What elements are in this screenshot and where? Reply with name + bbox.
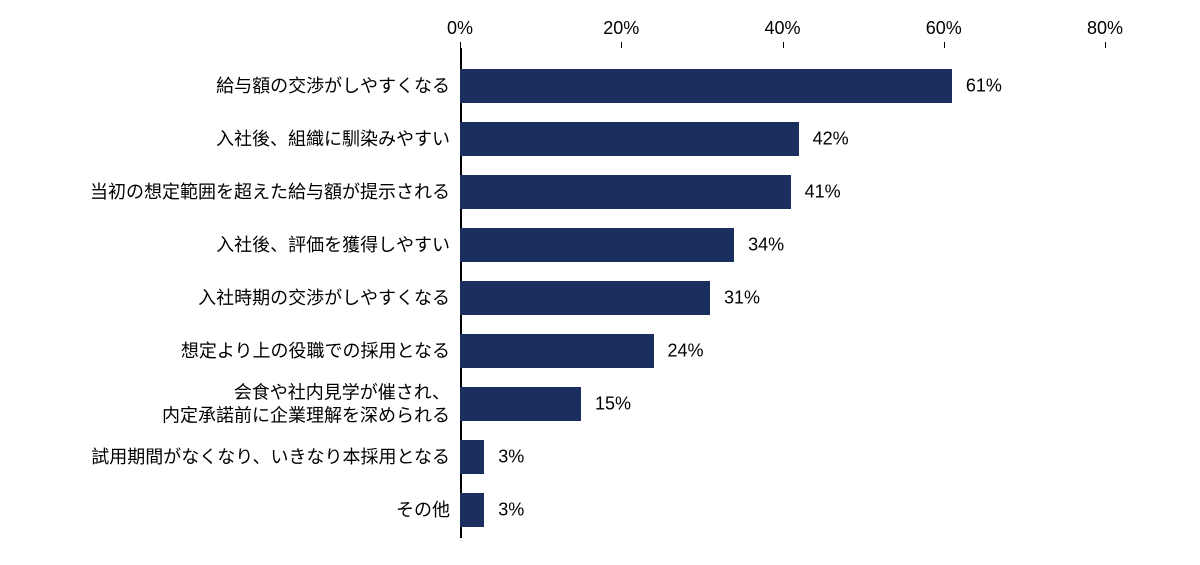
x-tick-mark: [944, 42, 945, 48]
category-label: 入社時期の交渉がしやすくなる: [10, 287, 460, 310]
bar: [460, 334, 654, 368]
x-tick-label: 20%: [603, 18, 639, 39]
bar: [460, 69, 952, 103]
x-tick-label: 80%: [1087, 18, 1123, 39]
bar: [460, 122, 799, 156]
value-label: 61%: [952, 76, 1002, 97]
value-label: 41%: [791, 182, 841, 203]
bar: [460, 281, 710, 315]
x-tick-mark: [783, 42, 784, 48]
x-tick-mark: [460, 42, 461, 48]
x-tick-mark: [621, 42, 622, 48]
value-label: 3%: [484, 500, 524, 521]
category-label: 試用期間がなくなり、いきなり本採用となる: [10, 446, 460, 469]
category-label: 想定より上の役職での採用となる: [10, 340, 460, 363]
bar: [460, 387, 581, 421]
value-label: 34%: [734, 235, 784, 256]
category-label: 当初の想定範囲を超えた給与額が提示される: [10, 181, 460, 204]
category-label: 会食や社内見学が催され、 内定承諾前に企業理解を深められる: [10, 382, 460, 427]
category-label: 給与額の交渉がしやすくなる: [10, 75, 460, 98]
bar: [460, 175, 791, 209]
x-tick-label: 0%: [447, 18, 473, 39]
x-tick-label: 40%: [764, 18, 800, 39]
value-label: 15%: [581, 394, 631, 415]
x-tick-label: 60%: [926, 18, 962, 39]
category-label: その他: [10, 499, 460, 522]
plot-area: 0%20%40%60%80% 給与額の交渉がしやすくなる61%入社後、組織に馴染…: [460, 48, 1105, 538]
value-label: 3%: [484, 447, 524, 468]
value-label: 31%: [710, 288, 760, 309]
value-label: 42%: [799, 129, 849, 150]
x-tick-mark: [1105, 42, 1106, 48]
bar: [460, 440, 484, 474]
value-label: 24%: [654, 341, 704, 362]
category-label: 入社後、組織に馴染みやすい: [10, 128, 460, 151]
hbar-chart: 0% 20% 40% 60% 80% 給与額の交渉がしやすくなる 61% 入社後、組織に馴染…: [0, 0, 1200, 565]
bar: [460, 228, 734, 262]
category-label: 入社後、評価を獲得しやすい: [10, 234, 460, 257]
bar: [460, 493, 484, 527]
